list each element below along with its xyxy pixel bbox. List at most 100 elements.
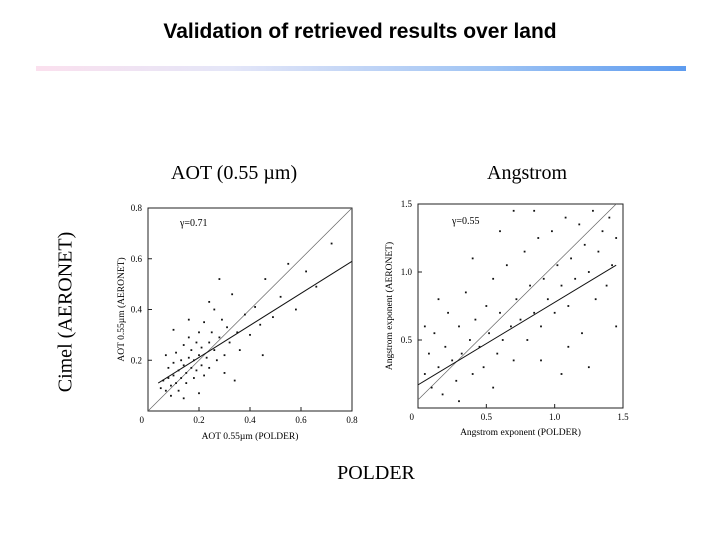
angstrom-x-tick-label: 0.5 — [481, 412, 493, 422]
angstrom-data-point — [471, 257, 474, 260]
angstrom-data-point — [499, 311, 501, 314]
aot-regression-line — [157, 260, 353, 384]
angstrom-data-point — [460, 352, 463, 355]
angstrom-data-point — [546, 298, 549, 301]
angstrom-data-point — [496, 352, 499, 355]
aot-data-point — [259, 323, 262, 326]
aot-data-point — [164, 389, 167, 392]
angstrom-data-point — [615, 237, 618, 239]
angstrom-data-point — [471, 373, 474, 375]
aot-data-point — [185, 382, 188, 384]
aot-x-tick-label: 0.2 — [193, 415, 204, 425]
angstrom-data-point — [611, 264, 613, 267]
angstrom-data-point — [469, 339, 471, 341]
aot-data-point — [208, 341, 211, 344]
aot-data-point — [190, 349, 193, 351]
aot-data-point — [203, 374, 205, 377]
angstrom-data-point — [458, 325, 460, 328]
aot-data-point — [190, 366, 193, 369]
angstrom-data-point — [478, 345, 481, 348]
angstrom-data-point — [464, 291, 467, 294]
aot-data-point — [198, 392, 200, 395]
aot-data-point — [254, 306, 256, 308]
aot-data-point — [198, 354, 200, 357]
aot-data-point — [172, 328, 175, 331]
aot-data-point — [180, 359, 183, 362]
angstrom-y-tick-label: 1.0 — [401, 267, 413, 277]
aot-data-point — [223, 354, 226, 357]
angstrom-data-point — [441, 393, 444, 396]
angstrom-data-point — [455, 379, 458, 382]
angstrom-data-point — [564, 216, 567, 219]
aot-data-point — [162, 379, 165, 382]
aot-data-point — [167, 377, 170, 379]
angstrom-data-point — [515, 298, 518, 301]
aot-y-axis-label: AOT 0.55µm (AERONET) — [116, 257, 127, 361]
aot-data-point — [200, 364, 203, 367]
angstrom-y-axis-label: Angstrom exponent (AERONET) — [384, 242, 395, 370]
aot-data-point — [180, 377, 183, 379]
angstrom-data-point — [444, 345, 447, 348]
angstrom-data-point — [537, 237, 540, 239]
angstrom-data-point — [583, 243, 586, 246]
aot-data-point — [193, 359, 195, 362]
aot-data-point — [236, 331, 239, 334]
aot-data-point — [200, 346, 203, 349]
aot-data-point — [330, 242, 333, 245]
aot-data-point — [177, 369, 180, 372]
angstrom-plot-frame — [417, 203, 624, 409]
aot-data-point — [170, 384, 172, 387]
angstrom-data-point — [501, 339, 504, 341]
aot-data-point — [249, 333, 251, 336]
aot-data-point — [198, 331, 200, 334]
aot-data-point — [228, 341, 231, 344]
aot-data-point — [193, 377, 195, 379]
angstrom-data-point — [533, 209, 536, 212]
aot-data-point — [164, 354, 167, 357]
aot-panel-label: AOT (0.55 µm) — [171, 162, 298, 184]
aot-data-point — [272, 316, 274, 319]
aot-data-point — [177, 389, 180, 392]
aot-data-point — [170, 394, 172, 397]
angstrom-data-point — [451, 359, 454, 362]
angstrom-y-tick-label: 0.5 — [401, 335, 413, 345]
angstrom-data-point — [567, 345, 570, 348]
aot-data-point — [172, 361, 175, 364]
angstrom-data-point — [437, 366, 440, 369]
angstrom-data-point — [533, 311, 536, 314]
angstrom-data-point — [540, 359, 542, 362]
angstrom-data-point — [510, 325, 512, 328]
angstrom-data-point — [587, 271, 590, 273]
aot-x-axis-label: AOT 0.55µm (POLDER) — [202, 431, 299, 442]
angstrom-data-point — [505, 264, 508, 267]
angstrom-data-point — [488, 332, 490, 335]
aot-x-tick-label: 0.6 — [295, 415, 307, 425]
aot-data-point — [159, 387, 162, 390]
aot-data-point — [226, 326, 228, 329]
angstrom-data-point — [570, 257, 572, 260]
angstrom-regression-line — [417, 264, 617, 386]
aot-data-point — [233, 379, 236, 382]
aot-data-point — [172, 374, 175, 377]
angstrom-x-tick-label: 1.0 — [549, 412, 561, 422]
aot-data-point — [264, 278, 267, 280]
aot-data-point — [295, 308, 297, 311]
angstrom-data-point — [482, 366, 485, 369]
angstrom-data-point — [485, 305, 488, 307]
aot-data-point — [287, 262, 290, 265]
aot-data-point — [279, 295, 282, 298]
angstrom-data-point — [567, 305, 570, 307]
aot-data-point — [187, 356, 190, 359]
aot-x-tick-label: 0 — [140, 415, 145, 425]
aot-x-tick-label: 0.4 — [244, 415, 256, 425]
aot-data-point — [231, 293, 234, 296]
aot-data-point — [213, 308, 216, 311]
angstrom-data-point — [560, 284, 563, 287]
angstrom-data-point — [458, 400, 460, 403]
angstrom-data-point — [615, 325, 618, 328]
angstrom-data-point — [581, 332, 583, 335]
aot-data-point — [208, 300, 211, 303]
aot-data-point — [238, 349, 241, 351]
aot-data-point — [175, 382, 177, 384]
aot-data-point — [210, 331, 213, 334]
